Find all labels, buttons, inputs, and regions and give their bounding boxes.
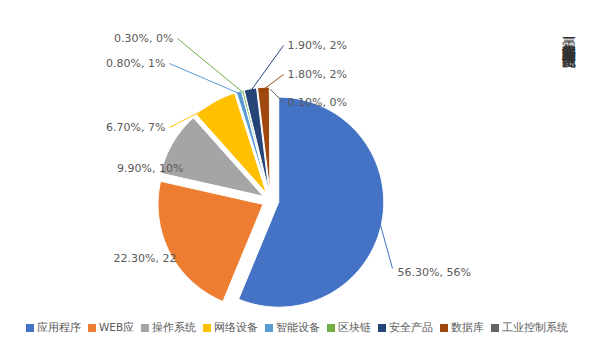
html-text:二零二一年年漏洞影响对象类型统计图: 二零二一年年漏洞影响对象类型统计图 bbox=[561, 28, 577, 45]
svg-text:1.80%, 2%: 1.80%, 2% bbox=[288, 68, 347, 81]
html-text:安全产品: 安全产品 bbox=[389, 321, 434, 333]
html-text:网络设备: 网络设备 bbox=[214, 321, 259, 333]
html-text:工业控制系统: 工业控制系统 bbox=[502, 321, 569, 333]
svg-text:56.30%, 56%: 56.30%, 56% bbox=[398, 266, 471, 279]
svg-text:0.80%, 1%: 0.80%, 1% bbox=[106, 57, 165, 70]
svg-text:6.70%, 7%: 6.70%, 7% bbox=[106, 121, 165, 134]
html-text:数据库: 数据库 bbox=[451, 321, 485, 333]
svg-text:0.30%, 0%: 0.30%, 0% bbox=[114, 32, 173, 45]
html-text:区块链: 区块链 bbox=[338, 321, 372, 333]
svg-text:0.10%, 0%: 0.10%, 0% bbox=[288, 96, 347, 109]
svg-text:1.90%, 2%: 1.90%, 2% bbox=[288, 39, 347, 52]
html-text:WEB应: WEB应 bbox=[98, 321, 135, 333]
html-text:应用程序: 应用程序 bbox=[36, 321, 81, 333]
svg-text:22.30%, 22: 22.30%, 22 bbox=[114, 252, 177, 265]
html-text:智能设备: 智能设备 bbox=[276, 321, 321, 333]
html-text:操作系统: 操作系统 bbox=[152, 321, 197, 333]
svg-text:9.90%, 10%: 9.90%, 10% bbox=[117, 162, 183, 175]
